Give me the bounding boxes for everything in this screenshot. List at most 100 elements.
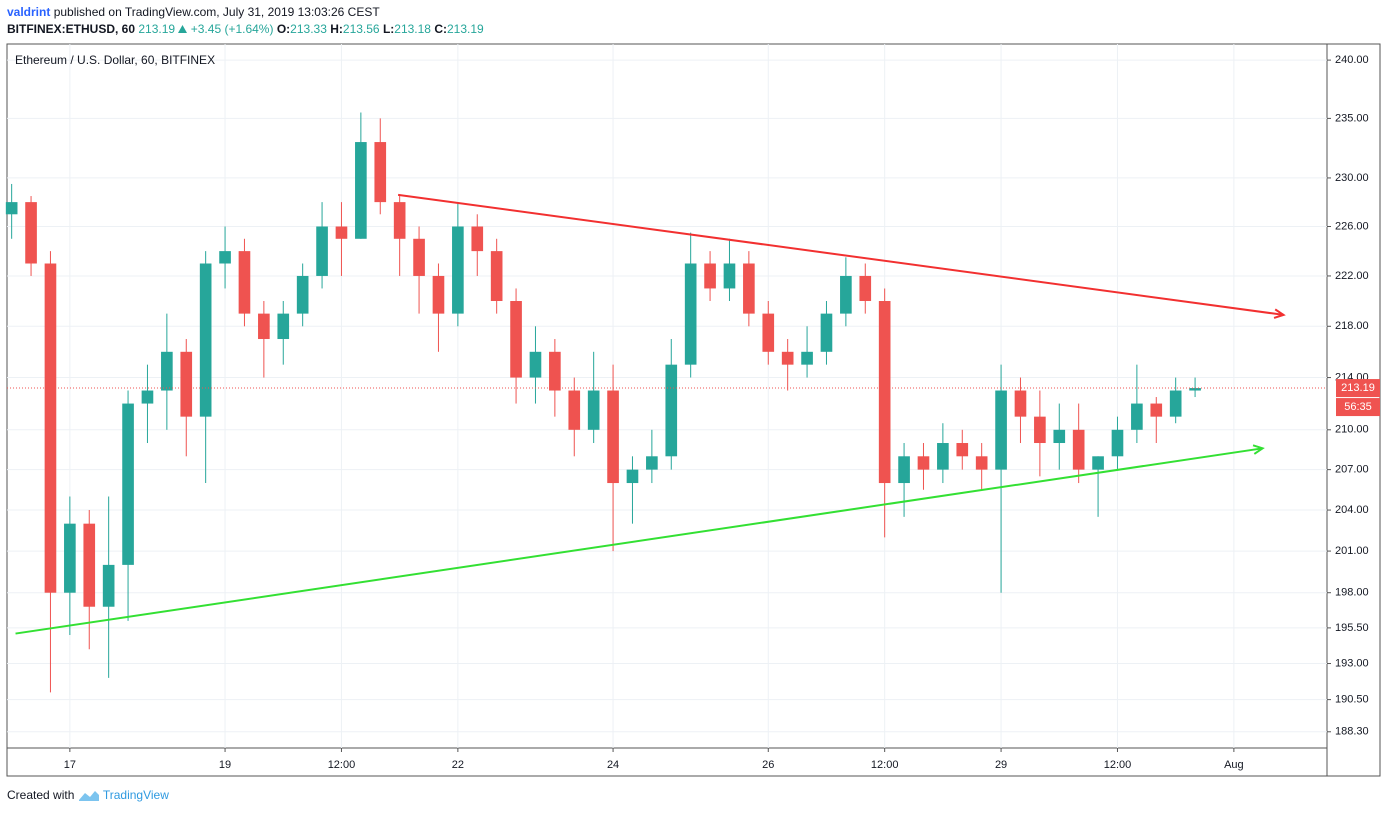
- candle-body: [859, 275, 872, 302]
- candle-body: [161, 351, 173, 391]
- y-tick-label: 204.00: [1335, 504, 1369, 516]
- y-tick-label: 235.00: [1335, 112, 1369, 124]
- y-tick-label: 190.50: [1335, 694, 1369, 706]
- candle-body: [956, 443, 969, 457]
- y-tick-label: 226.00: [1335, 220, 1369, 232]
- candle-body: [64, 523, 76, 593]
- candle-body: [1169, 390, 1182, 417]
- candle-body: [684, 263, 697, 365]
- y-tick-label: 195.50: [1335, 622, 1369, 634]
- change: +3.45 (+1.64%): [190, 22, 274, 36]
- published: published on TradingView.com, July 31, 2…: [53, 5, 380, 19]
- y-tick-label: 210.00: [1335, 424, 1369, 436]
- candle-body: [665, 364, 678, 457]
- candle-body: [995, 390, 1007, 470]
- candle-body: [704, 263, 716, 289]
- candle-body: [801, 351, 813, 365]
- candle-body: [199, 263, 212, 417]
- candle-body: [587, 390, 600, 430]
- marks: [5, 112, 1327, 693]
- candle-body: [355, 142, 367, 239]
- candle-body: [549, 351, 561, 391]
- y-tick-label: 198.00: [1335, 587, 1369, 599]
- symbol-line: BITFINEX:ETHUSD, 60 213.19 +3.45 (+1.64%…: [7, 22, 484, 36]
- candle-body: [1034, 416, 1046, 444]
- low: 213.18: [394, 22, 431, 36]
- candle-body: [646, 456, 658, 470]
- candle-body: [316, 226, 328, 276]
- low-label: L:: [382, 22, 395, 36]
- candle-body: [898, 456, 910, 484]
- y-tick-label: 218.00: [1335, 320, 1369, 332]
- candle-body: [510, 301, 522, 378]
- brand-logo: [78, 790, 99, 801]
- brand[interactable]: TradingView: [102, 788, 169, 802]
- close: 213.19: [446, 22, 484, 36]
- x-tick-label: 12:00: [328, 759, 356, 771]
- candle-body: [937, 443, 949, 470]
- y-tick-label: 193.00: [1335, 657, 1369, 669]
- countdown-box: [1336, 398, 1380, 417]
- x-tick-label: 24: [607, 759, 619, 771]
- candle-body: [141, 390, 154, 404]
- candle-body: [83, 523, 96, 607]
- high: 213.56: [342, 22, 380, 36]
- candle-body: [471, 226, 484, 252]
- trendline: [397, 193, 1284, 316]
- open-label: O:: [276, 22, 291, 36]
- candle-body: [762, 313, 775, 352]
- candle-body: [840, 275, 852, 314]
- x-tick-label: Aug: [1224, 759, 1244, 771]
- y-tick-label: 222.00: [1335, 270, 1369, 282]
- candle-body: [44, 263, 57, 593]
- trendline-arrow: [1273, 308, 1286, 319]
- candle-body: [452, 226, 464, 314]
- x-tick-label: 29: [995, 759, 1007, 771]
- candle-body: [238, 251, 251, 314]
- candle-body: [1053, 429, 1066, 444]
- candle-body: [374, 142, 387, 203]
- close-label: C:: [434, 22, 447, 36]
- candle-body: [219, 251, 231, 264]
- x-tick-label: 22: [452, 759, 464, 771]
- footer: Created with TradingView: [7, 788, 169, 802]
- candle-body: [1072, 429, 1085, 470]
- candle-body: [180, 351, 193, 417]
- x-tick-label: 17: [64, 759, 76, 771]
- trendline: [15, 447, 1263, 635]
- y-tick-label: 201.00: [1335, 545, 1369, 557]
- candle-body: [490, 251, 503, 302]
- candle-body: [878, 301, 891, 484]
- up-arrow: [178, 25, 188, 33]
- candle-body: [975, 456, 988, 470]
- last-price-box: [1336, 379, 1380, 398]
- y-tick-label: 240.00: [1335, 54, 1369, 66]
- last-price-label: 213.19: [1341, 382, 1375, 394]
- symbol: BITFINEX:ETHUSD, 60: [7, 22, 136, 36]
- author[interactable]: valdrint: [7, 5, 51, 19]
- high-label: H:: [330, 22, 343, 36]
- candle-body: [432, 275, 445, 314]
- candle-body: [25, 202, 37, 264]
- candle-body: [743, 263, 755, 314]
- x-tick-label: 12:00: [1104, 759, 1132, 771]
- chart: Ethereum / U.S. Dollar, 60, BITFINEX 240…: [5, 43, 1381, 777]
- candle-body: [1189, 388, 1201, 391]
- candle-body: [296, 275, 309, 314]
- y-tick-label: 188.30: [1335, 726, 1369, 738]
- open: 213.33: [290, 22, 327, 36]
- candle-body: [781, 351, 794, 365]
- candle-body: [335, 226, 348, 239]
- candle-body: [917, 456, 930, 470]
- candle-body: [723, 263, 736, 289]
- y-tick-label: 207.00: [1335, 464, 1369, 476]
- x-tick-label: 19: [219, 759, 231, 771]
- candle-body: [1092, 456, 1104, 470]
- y-tick-label: 230.00: [1335, 172, 1369, 184]
- last: 213.19: [138, 22, 176, 36]
- header-line: valdrint published on TradingView.com, J…: [7, 5, 380, 19]
- candle-body: [568, 390, 581, 430]
- candle-body: [529, 351, 542, 378]
- x-tick-label: 12:00: [871, 759, 899, 771]
